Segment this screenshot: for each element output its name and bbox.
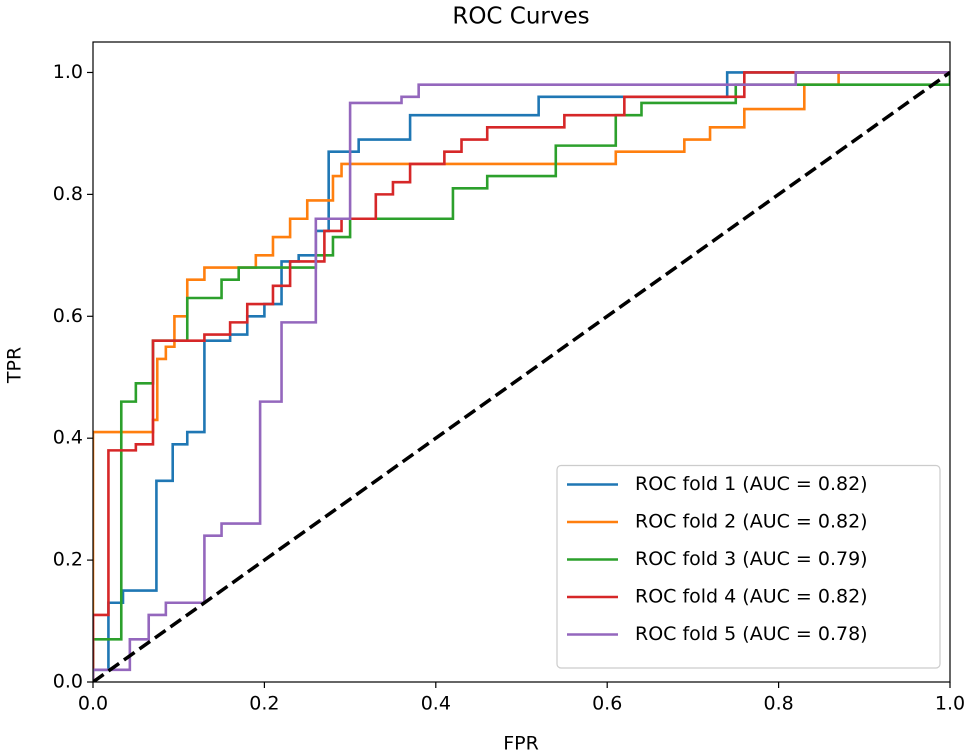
y-tick-label: 0.4 [53,427,83,449]
roc-curve [93,71,950,682]
x-tick-label: 0.6 [592,693,622,715]
x-axis-label: FPR [503,733,539,755]
chart-title: ROC Curves [452,4,589,30]
plot-area [93,71,950,682]
x-tick-label: 1.0 [935,693,965,715]
x-tick-label: 0.8 [763,693,793,715]
y-tick-label: 0.8 [53,183,83,205]
roc-curve [93,71,950,682]
legend-label: ROC fold 2 (AUC = 0.82) [635,511,868,533]
roc-curve [93,71,950,682]
plot-frame [92,41,951,683]
x-tick-label: 0.2 [249,693,279,715]
y-tick-label: 0.6 [53,305,83,327]
x-tick-label: 0.4 [421,693,451,715]
x-tick-label: 0.0 [78,693,108,715]
legend-label: ROC fold 3 (AUC = 0.79) [635,548,868,570]
y-tick-label: 1.0 [53,61,83,83]
legend-label: ROC fold 1 (AUC = 0.82) [635,473,868,495]
roc-curve [93,71,950,682]
y-tick-label: 0.0 [53,671,83,693]
legend-label: ROC fold 5 (AUC = 0.78) [635,623,868,645]
reference-line [93,71,950,682]
y-tick-label: 0.2 [53,549,83,571]
y-axis-label: TPR [4,347,26,384]
legend-box [556,464,941,669]
roc-curve [93,72,950,682]
legend-label: ROC fold 4 (AUC = 0.82) [635,586,868,608]
